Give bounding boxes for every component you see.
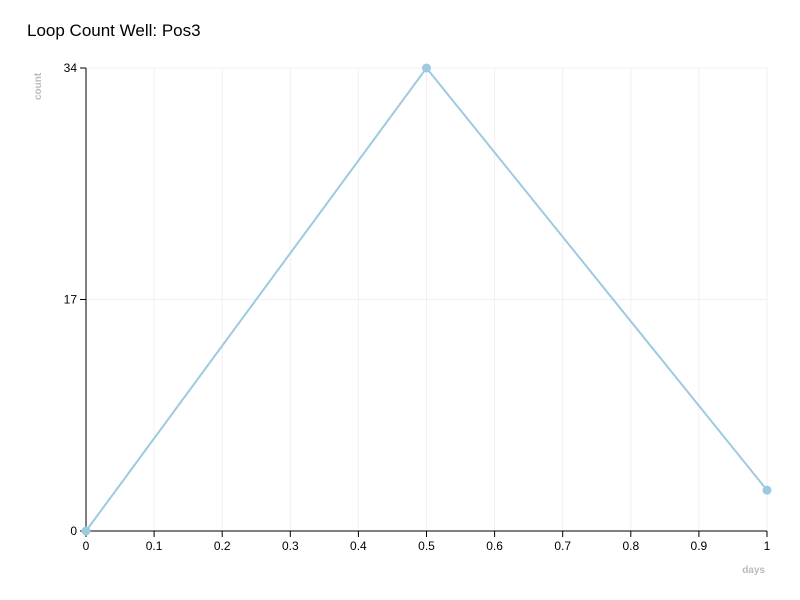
x-tick-label: 0.6: [486, 539, 503, 553]
x-tick-label: 0.1: [146, 539, 163, 553]
chart-title: Loop Count Well: Pos3: [27, 21, 201, 40]
x-tick-label: 0: [83, 539, 90, 553]
point: [422, 63, 431, 73]
y-axis-label: count: [33, 72, 44, 100]
x-tick-label: 0.4: [350, 539, 367, 553]
y-tick-label: 17: [64, 293, 78, 307]
x-axis-label: days: [742, 565, 765, 576]
y-tick-label: 0: [70, 524, 77, 538]
x-tick-label: 0.2: [214, 539, 231, 553]
y-tick-label: 34: [64, 61, 78, 75]
point: [81, 526, 91, 536]
x-tick-label: 0.9: [691, 539, 708, 553]
x-tick-label: 0.5: [418, 539, 435, 553]
x-tick-label: 0.3: [282, 539, 299, 553]
point: [762, 485, 772, 495]
x-tick-label: 1: [764, 539, 771, 553]
x-tick-label: 0.7: [554, 539, 571, 553]
x-tick-label: 0.8: [622, 539, 639, 553]
